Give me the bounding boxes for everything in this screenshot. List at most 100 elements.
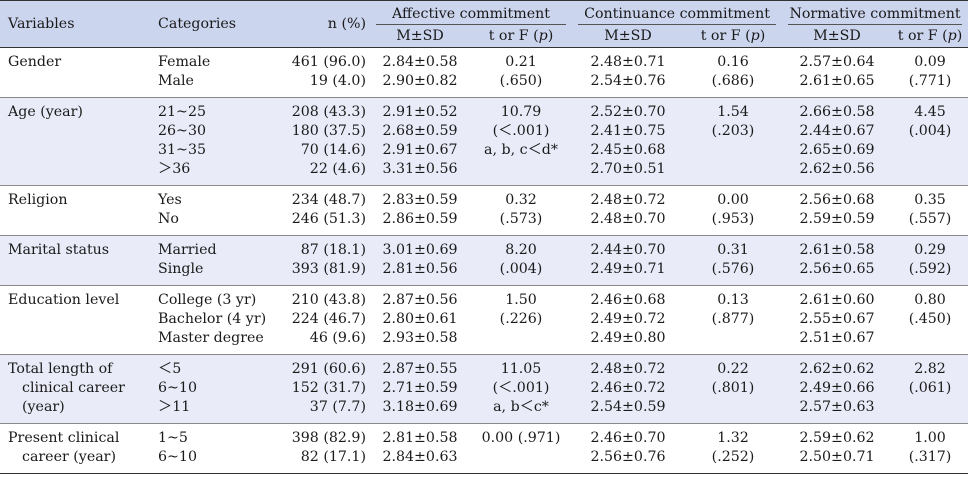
cell-categories: Female Male [150,47,265,98]
cell-continuance-stat-line: 0.22 [717,361,749,377]
cell-variable-line: Marital status [8,242,110,258]
cell-affective-msd-line: 2.93±0.58 [382,330,458,346]
cell-normative-stat-line: (.061) [908,380,952,396]
cell-categories-line: Yes [158,192,182,208]
cell-continuance-msd-line: 2.46±0.72 [590,380,666,396]
cell-affective-stat: 1.50 (.226) [470,285,572,355]
header-nor-stat: t or F (p) [892,25,968,48]
cell-affective-stat-line: (.004) [499,261,543,277]
cell-affective-msd-line: 2.91±0.67 [382,142,458,158]
cell-variable-line: clinical career [22,380,125,396]
cell-categories-line: Master degree [158,330,264,346]
cell-n-line: 87 (18.1) [300,242,366,258]
header-con-msd: M±SD [572,25,684,48]
cell-variable: Age (year) [0,97,150,186]
cell-affective-stat-line: 10.79 [500,104,542,120]
cell-continuance-msd-line: 2.46±0.68 [590,292,666,308]
cell-normative-msd: 2.57±0.64 2.61±0.65 [782,47,893,98]
cell-categories-line: ＞36 [158,161,191,177]
cell-affective-msd-line: 2.91±0.52 [382,104,458,120]
cell-normative-msd-line: 2.62±0.56 [799,161,875,177]
cell-variable-line: Education level [8,292,120,308]
table-row: Religion Yes No 234 (48.7) 246 (51.3) 2.83±0.… [0,185,968,236]
cell-normative-stat-line: 1.00 [914,430,946,446]
cell-categories-line: 6~10 [158,380,197,396]
cell-continuance-msd-line: 2.56±0.76 [590,449,666,465]
header-con-stat: t or F (p) [684,25,783,48]
cell-continuance-stat: 0.16 (.686) [684,47,783,98]
cell-continuance-msd-line: 2.48±0.72 [590,192,666,208]
cell-categories-line: ＞11 [158,399,191,415]
cell-continuance-stat-line: (.252) [711,449,755,465]
header-categories: Categories [150,0,265,48]
cell-categories-line: 6~10 [158,449,197,465]
cell-normative-msd-line: 2.51±0.67 [799,330,875,346]
cell-affective-msd-line: 2.71±0.59 [382,380,458,396]
cell-normative-stat-line: (.317) [908,449,952,465]
cell-continuance-msd-line: 2.48±0.70 [590,211,666,227]
cell-affective-msd-line: 2.87±0.56 [382,292,458,308]
cell-variable: Education level [0,285,150,355]
cell-affective-msd: 2.87±0.55 2.71±0.59 3.18±0.69 [370,354,470,424]
cell-categories: 21~25 26~30 31~35 ＞36 [150,97,265,186]
cell-affective-msd-line: 3.31±0.56 [382,161,458,177]
header-affective: Affective commitment [370,0,572,25]
cell-variable-line: career (year) [22,449,116,465]
cell-normative-msd-line: 2.59±0.62 [799,430,875,446]
cell-continuance-msd: 2.44±0.70 2.49±0.71 [572,235,684,286]
cell-normative-stat: 0.29 (.592) [892,235,968,286]
cell-affective-msd: 3.01±0.69 2.81±0.56 [370,235,470,286]
cell-affective-stat: 11.05 (＜.001) a, b＜c* [470,354,572,424]
cell-categories-line: 31~35 [158,142,206,158]
cell-n: 234 (48.7) 246 (51.3) [265,185,370,236]
cell-affective-stat-line: (＜.001) [492,123,550,139]
cell-affective-stat-line: 8.20 [505,242,537,258]
cell-affective-msd-line: 2.68±0.59 [382,123,458,139]
cell-continuance-stat-line: 0.13 [717,292,749,308]
cell-affective-stat: 0.21 (.650) [470,47,572,98]
cell-n-line: 70 (14.6) [300,142,366,158]
cell-continuance-stat-line: (.877) [711,311,755,327]
cell-normative-stat-line: 0.35 [914,192,946,208]
cell-normative-stat-line: (.557) [908,211,952,227]
header-nor-msd: M±SD [782,25,893,48]
cell-normative-msd: 2.56±0.68 2.59±0.59 [782,185,893,236]
cell-affective-stat-line: a, b＜c* [493,399,549,415]
cell-normative-msd-line: 2.61±0.60 [799,292,875,308]
cell-variable: Total length of clinical career (year) [0,354,150,424]
header-continuance: Continuance commitment [572,0,783,25]
cell-affective-stat-line: 0.21 [505,54,537,70]
cell-continuance-stat: 0.13 (.877) [684,285,783,355]
cell-n: 291 (60.6) 152 (31.7) 37 (7.7) [265,354,370,424]
cell-affective-stat: 8.20 (.004) [470,235,572,286]
cell-categories-line: 21~25 [158,104,206,120]
cell-normative-stat: 1.00 (.317) [892,423,968,474]
cell-continuance-msd-line: 2.52±0.70 [590,104,666,120]
cell-normative-msd-line: 2.61±0.65 [799,73,875,89]
cell-categories: College (3 yr) Bachelor (4 yr) Master degr… [150,285,267,355]
cell-continuance-msd-line: 2.49±0.80 [590,330,666,346]
cell-normative-stat: 2.82 (.061) [892,354,968,424]
cell-n: 398 (82.9) 82 (17.1) [265,423,370,474]
cell-n-line: 208 (43.3) [291,104,366,120]
results-table: Variables Categories n (%) Affective com… [0,0,968,474]
cell-continuance-stat: 1.32 (.252) [684,423,783,474]
cell-normative-stat-line: 0.29 [914,242,946,258]
cell-continuance-msd-line: 2.49±0.71 [590,261,666,277]
cell-variable-line: Total length of [8,361,113,377]
cell-categories-line: Female [158,54,211,70]
cell-variable: Gender [0,47,150,98]
cell-normative-msd-line: 2.59±0.59 [799,211,875,227]
cell-categories: ＜5 6~10 ＞11 [150,354,265,424]
cell-continuance-msd-line: 2.44±0.70 [590,242,666,258]
cell-affective-stat-line: (＜.001) [492,380,550,396]
cell-normative-msd-line: 2.49±0.66 [799,380,875,396]
cell-n-line: 82 (17.1) [300,449,366,465]
cell-normative-msd-line: 2.57±0.63 [799,399,875,415]
cell-categories-line: College (3 yr) [158,292,257,308]
cell-categories-line: Bachelor (4 yr) [158,311,267,327]
cell-affective-msd-line: 2.84±0.58 [382,54,458,70]
cell-n: 461 (96.0) 19 (4.0) [265,47,370,98]
cell-affective-stat-line: 11.05 [500,361,542,377]
cell-normative-msd: 2.62±0.62 2.49±0.66 2.57±0.63 [782,354,893,424]
